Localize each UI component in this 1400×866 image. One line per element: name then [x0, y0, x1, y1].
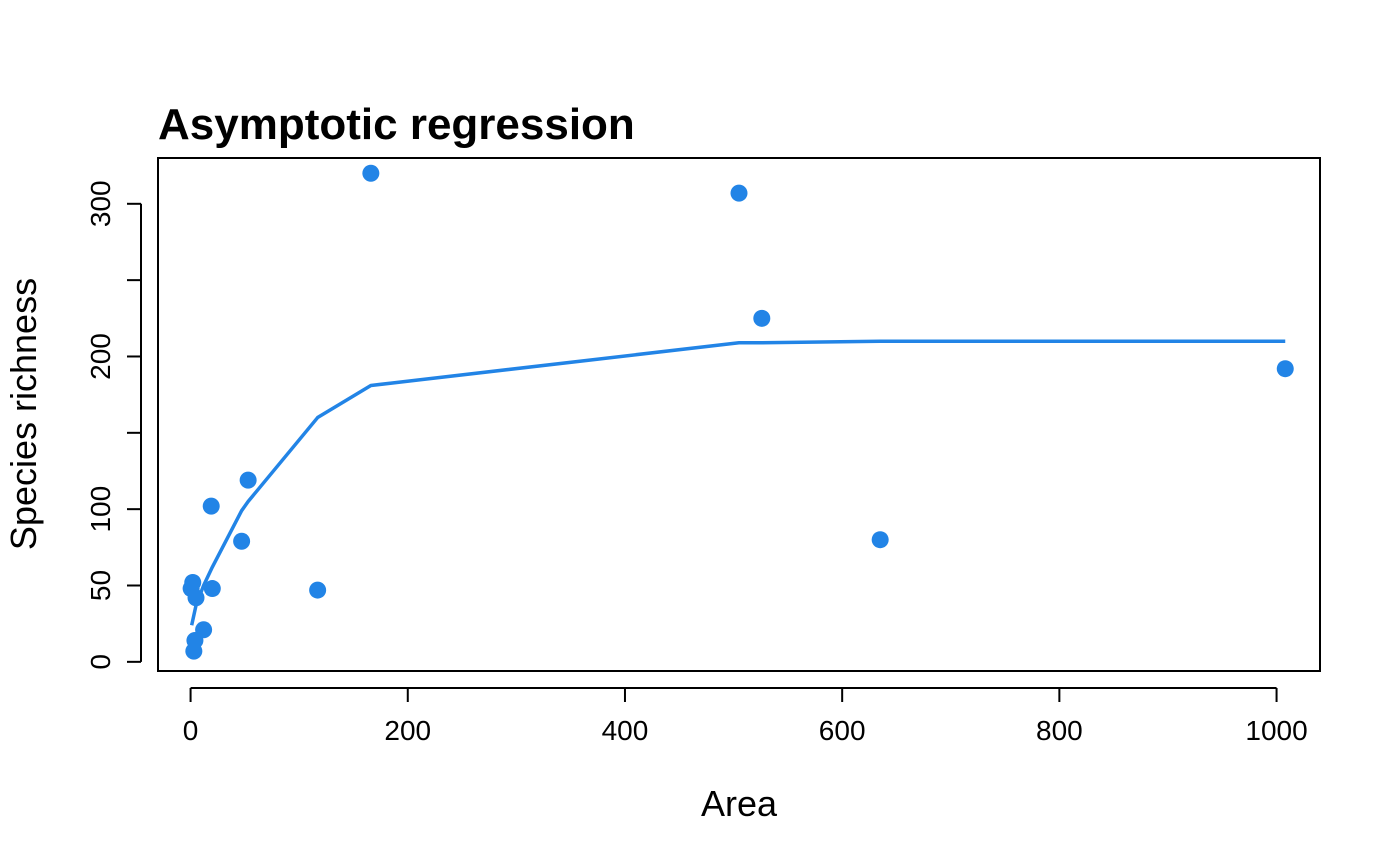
x-tick-label: 600	[819, 715, 866, 746]
series-layer	[182, 164, 1294, 660]
x-tick-label: 400	[602, 715, 649, 746]
data-point	[184, 573, 202, 591]
x-tick-label: 200	[384, 715, 431, 746]
data-point	[1276, 360, 1294, 378]
data-point	[187, 589, 205, 607]
data-point	[871, 531, 889, 549]
data-point	[239, 471, 257, 489]
y-tick-label: 0	[85, 654, 116, 670]
fitted-curve	[189, 339, 1286, 626]
data-point	[309, 581, 327, 599]
data-point	[202, 497, 220, 515]
x-tick-label: 1000	[1245, 715, 1307, 746]
data-point	[233, 532, 251, 550]
y-tick-label: 200	[85, 333, 116, 380]
x-tick-label: 0	[183, 715, 199, 746]
y-tick-label: 50	[85, 570, 116, 601]
data-point	[362, 164, 380, 182]
data-point	[753, 309, 771, 327]
x-tick-label: 800	[1036, 715, 1083, 746]
data-point	[730, 184, 748, 202]
y-axis-label: Species richness	[3, 278, 44, 550]
y-axis: 0 50 100 200 300	[85, 180, 142, 670]
data-point	[203, 580, 221, 598]
x-axis-label: Area	[701, 783, 778, 824]
plot-frame	[157, 157, 1321, 672]
x-axis: 0 200 400 600 800 1000	[183, 687, 1308, 746]
y-tick-label: 300	[85, 180, 116, 227]
y-tick-label: 100	[85, 486, 116, 533]
chart-title: Asymptotic regression	[158, 100, 635, 149]
data-point	[195, 621, 213, 639]
